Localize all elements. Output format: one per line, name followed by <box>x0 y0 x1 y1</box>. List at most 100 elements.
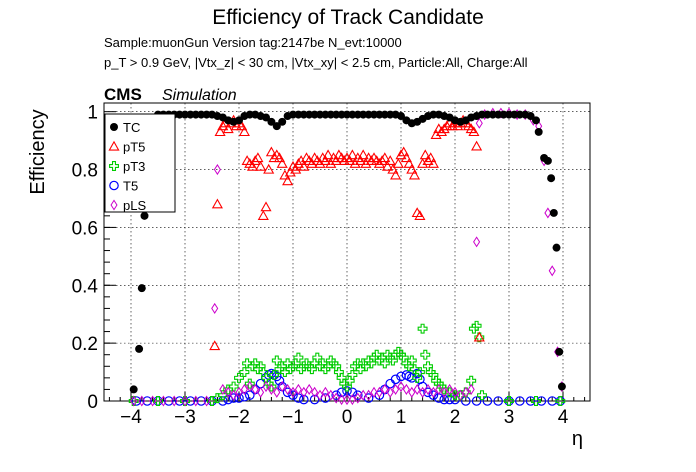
data-point-pt5 <box>365 155 377 165</box>
data-point-pls <box>462 386 470 398</box>
data-point-pt3 <box>363 355 374 366</box>
data-point-pt5 <box>209 340 221 351</box>
data-point-pt5 <box>306 158 318 168</box>
data-point-pt3 <box>404 361 415 372</box>
data-point-pt5 <box>249 155 261 165</box>
data-point-pt3 <box>428 370 439 380</box>
data-point-pls <box>365 389 373 401</box>
data-point-pt3 <box>217 390 228 401</box>
data-point-pls <box>170 395 178 407</box>
data-point-pt3 <box>293 352 304 363</box>
data-point-pls <box>316 389 324 401</box>
x-tick-label: −4 <box>120 407 142 428</box>
data-point-t5 <box>274 375 285 386</box>
data-point-pt5 <box>384 155 396 165</box>
data-point-pt5 <box>344 155 356 165</box>
data-point-tc <box>135 344 144 353</box>
data-point-pt5 <box>284 166 296 177</box>
data-point-pt5 <box>290 163 302 174</box>
y-tick-label: 0.4 <box>72 276 99 297</box>
data-point-pt3 <box>234 372 244 383</box>
data-point-pls <box>257 386 265 398</box>
data-point-pls <box>548 265 556 277</box>
data-point-pt3 <box>555 396 566 406</box>
data-point-pt5 <box>282 175 294 186</box>
data-point-t5 <box>185 396 196 406</box>
data-point-pt3 <box>431 375 442 386</box>
data-point-pt3 <box>360 361 371 372</box>
data-point-pt3 <box>366 358 377 369</box>
data-point-pls <box>475 117 483 129</box>
data-point-pls <box>440 386 448 398</box>
data-point-pls <box>392 383 400 395</box>
data-point-pls <box>181 395 189 407</box>
data-point-pls <box>408 386 416 398</box>
data-point-pt5 <box>387 163 399 174</box>
data-point-pt3 <box>350 361 361 372</box>
data-point-pt3 <box>390 349 401 360</box>
data-point-pt3 <box>271 355 282 366</box>
data-point-t5 <box>439 394 449 405</box>
data-point-pt5 <box>414 210 426 220</box>
legend-label-pls: pLS <box>123 198 146 213</box>
x-tick-label: 3 <box>504 407 515 428</box>
data-point-pt5 <box>400 152 412 163</box>
chart-subtitle-line1: Sample:muonGun Version tag:2147be N_evt:… <box>104 35 402 50</box>
data-point-pt5 <box>276 158 288 168</box>
series-pls <box>130 107 566 407</box>
data-point-pt3 <box>423 361 433 372</box>
y-tick-label: 0.8 <box>72 161 98 182</box>
data-point-pls <box>359 389 367 401</box>
data-point-pt3 <box>531 396 541 406</box>
data-point-t5 <box>514 396 525 406</box>
data-point-pt5 <box>471 140 483 151</box>
data-point-pt5 <box>252 152 264 163</box>
data-point-tc <box>555 347 564 356</box>
data-point-pt5 <box>319 155 331 165</box>
data-point-pt5 <box>260 201 272 212</box>
y-axis-label: Efficiency <box>27 109 49 194</box>
data-point-pt3 <box>471 320 482 331</box>
data-point-pt5 <box>338 155 350 165</box>
data-point-pt3 <box>355 364 366 375</box>
data-point-t5 <box>471 396 482 406</box>
data-point-t5 <box>164 396 174 406</box>
data-point-pt3 <box>304 361 315 372</box>
data-point-pls <box>451 386 459 398</box>
data-point-t5 <box>525 396 536 406</box>
data-point-pt5 <box>292 158 304 168</box>
data-point-pls <box>251 383 259 395</box>
data-point-pt3 <box>315 361 325 372</box>
data-point-t5 <box>336 387 347 398</box>
data-point-pt3 <box>309 358 320 369</box>
data-point-pt3 <box>433 378 444 389</box>
data-point-pt5 <box>257 210 269 220</box>
data-point-pt3 <box>252 364 263 375</box>
data-point-pls <box>224 386 232 398</box>
data-point-pt3 <box>393 346 404 357</box>
data-point-t5 <box>298 394 309 405</box>
x-tick-label: 1 <box>396 407 407 428</box>
legend-marker-t5 <box>109 180 119 191</box>
data-point-pls <box>219 383 227 395</box>
data-point-pls <box>467 383 475 395</box>
data-point-pt5 <box>263 163 275 174</box>
data-point-t5 <box>196 396 206 406</box>
data-point-pt5 <box>314 158 326 168</box>
x-tick-label: −1 <box>282 407 304 428</box>
data-point-pls <box>240 383 248 395</box>
data-point-pt5 <box>346 149 358 160</box>
data-point-pls <box>305 383 313 395</box>
data-point-tc <box>557 382 566 391</box>
data-point-tc <box>532 116 540 125</box>
data-point-pt5 <box>238 126 250 137</box>
data-point-pt5 <box>390 169 402 180</box>
data-point-pt3 <box>466 375 477 386</box>
data-point-pls <box>386 386 394 398</box>
data-point-pt3 <box>298 361 309 372</box>
data-point-t5 <box>174 396 185 406</box>
data-point-pt3 <box>153 396 163 406</box>
data-point-pls <box>300 386 308 398</box>
data-point-pt3 <box>398 352 409 363</box>
data-point-pls <box>413 383 421 395</box>
